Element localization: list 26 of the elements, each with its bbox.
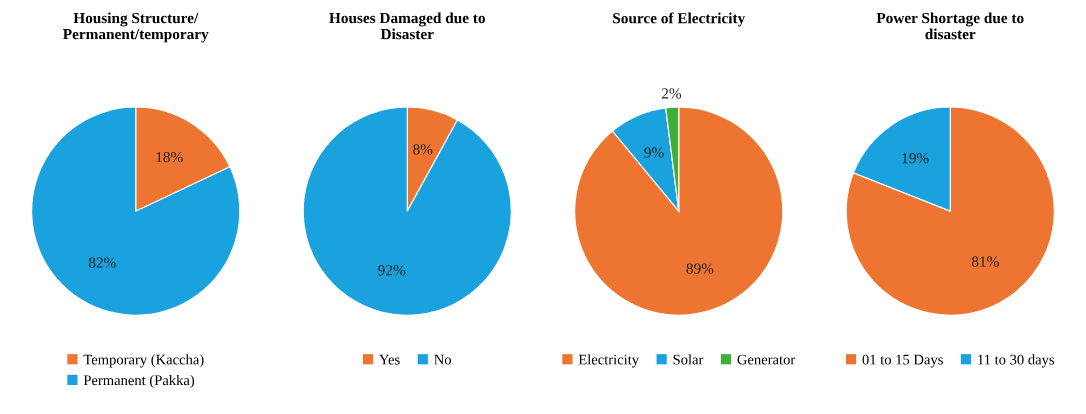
data-label: 9% bbox=[644, 147, 664, 158]
pie-slice bbox=[845, 106, 1055, 316]
pie-slice bbox=[302, 106, 512, 316]
chart-title: Power Shortage due to disaster bbox=[876, 12, 1024, 40]
legend-label: Temporary (Kaccha) bbox=[83, 354, 204, 368]
legend-label: 11 to 30 days bbox=[978, 354, 1055, 368]
pie-slice bbox=[31, 106, 241, 316]
slice-label: Electricity bbox=[578, 354, 639, 368]
slice-label: 01 to 15 Days bbox=[862, 354, 943, 368]
chart-title: Source of Electricity bbox=[613, 12, 746, 27]
legend-label: Yes bbox=[379, 354, 400, 365]
legend-label: No bbox=[434, 354, 452, 365]
chart-title: Housing Structure/ Permanent/temporary bbox=[63, 12, 209, 43]
data-label: 19% bbox=[902, 153, 929, 164]
data-label: 2% bbox=[661, 88, 682, 99]
data-label: 81% bbox=[971, 256, 999, 267]
data-label: 89% bbox=[686, 263, 714, 274]
legend-label: Permanent (Pakka) bbox=[83, 374, 195, 389]
data-label: 18% bbox=[156, 151, 183, 163]
legend-label: Generator bbox=[737, 354, 796, 365]
data-label: 92% bbox=[378, 265, 406, 276]
pie-slice bbox=[574, 106, 784, 316]
data-label: 82% bbox=[88, 257, 116, 268]
legend-label: Solar bbox=[673, 354, 704, 365]
chart-title: Houses Damaged due to Disaster bbox=[329, 12, 485, 40]
data-label: 8% bbox=[413, 144, 433, 155]
